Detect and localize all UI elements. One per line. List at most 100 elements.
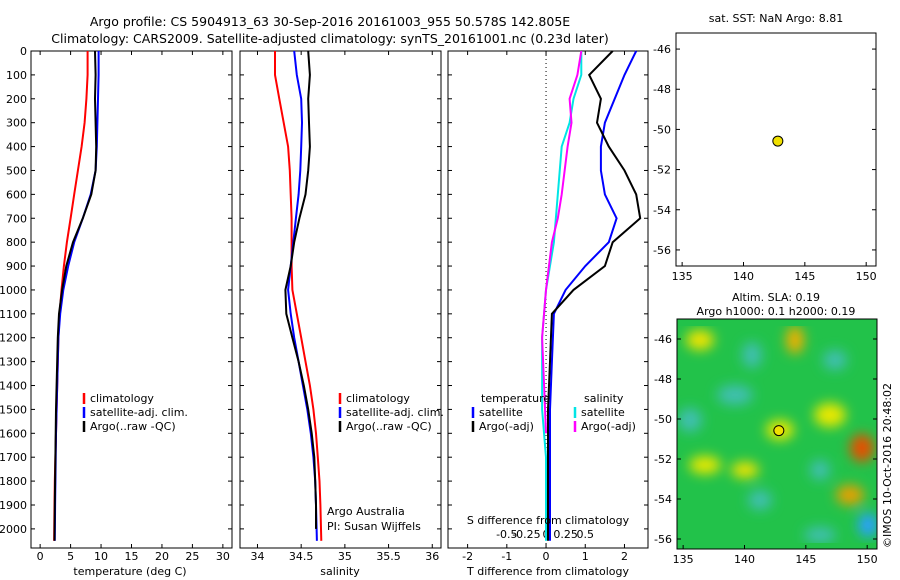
sla-map-ytick-label: -50 <box>654 413 672 426</box>
difference-xlabel: T difference from climatology <box>466 565 629 578</box>
s-difference-tick-label: -0.25 <box>512 528 540 541</box>
header-line-2: Climatology: CARS2009. Satellite-adjuste… <box>51 31 608 46</box>
sla-map-xtick-label: 145 <box>795 553 816 566</box>
sst-map-argo-marker <box>772 135 784 147</box>
difference-legend-salinity-entry: satellite <box>581 406 625 419</box>
temperature-legend-entry: satellite-adj. clim. <box>90 406 188 419</box>
depth-tick-label: 1100 <box>0 308 27 321</box>
sst-map-title: sat. SST: NaN Argo: 8.81 <box>709 12 843 25</box>
temperature-tick-label: 15 <box>125 550 139 563</box>
depth-tick-label: 600 <box>6 188 27 201</box>
depth-tick-label: 0 <box>20 45 27 58</box>
sst-map-ytick-label: -54 <box>653 204 671 217</box>
difference-tick-label: 0 <box>543 550 550 563</box>
temperature-tick-label: 20 <box>155 550 169 563</box>
depth-tick-label: 1900 <box>0 499 27 512</box>
depth-tick-label: 1400 <box>0 380 27 393</box>
sst-map-ytick-label: -50 <box>653 123 671 136</box>
sla-map-xtick-label: 150 <box>857 553 878 566</box>
series-line <box>541 50 583 434</box>
temperature-tick-label: 0 <box>37 550 44 563</box>
depth-tick-label: 2000 <box>0 523 27 536</box>
s-difference-tick-label: 0.25 <box>553 528 578 541</box>
series-line <box>284 50 317 529</box>
sla-map-ytick-label: -48 <box>654 373 672 386</box>
s-difference-tick-label: -0.5 <box>496 528 517 541</box>
salinity-tick-label: 35.5 <box>376 550 401 563</box>
salinity-panel-frame <box>239 50 442 549</box>
sst-map-xtick-label: 150 <box>856 270 877 283</box>
salinity-tick-label: 34 <box>250 550 264 563</box>
salinity-note-1: Argo Australia <box>327 505 405 518</box>
temperature-tick-label: 10 <box>94 550 108 563</box>
difference-legend-salinity-title: salinity <box>584 392 624 405</box>
depth-tick-label: 700 <box>6 212 27 225</box>
salinity-legend-entry: Argo(..raw -QC) <box>346 420 432 433</box>
temperature-legend-entry: climatology <box>90 392 154 405</box>
temperature-tick-label: 25 <box>185 550 199 563</box>
sla-anomaly-blobs <box>678 326 877 543</box>
difference-legend-temperature-title: temperature <box>481 392 550 405</box>
difference-panel-frame <box>447 50 649 549</box>
depth-tick-label: 1300 <box>0 356 27 369</box>
s-difference-label: S difference from climatology <box>467 514 630 527</box>
depth-tick-label: 500 <box>6 164 27 177</box>
sla-map-ytick-label: -46 <box>654 333 672 346</box>
difference-legend-temperature-entry: satellite <box>479 406 523 419</box>
sst-map-xtick-label: 135 <box>672 270 693 283</box>
salinity-xlabel: salinity <box>320 565 360 578</box>
sla-map-ytick-label: -54 <box>654 493 672 506</box>
depth-tick-label: 1600 <box>0 427 27 440</box>
sst-map-ytick-label: -48 <box>653 83 671 96</box>
sst-map-ytick-label: -56 <box>653 244 671 257</box>
temperature-xlabel: temperature (deg C) <box>73 565 186 578</box>
difference-tick-label: -1 <box>501 550 512 563</box>
imos-stamp: ©IMOS 10-Oct-2016 20:48:02 <box>881 383 894 548</box>
difference-tick-label: 1 <box>582 550 589 563</box>
depth-tick-label: 300 <box>6 117 27 130</box>
depth-tick-label: 1500 <box>0 403 27 416</box>
temperature-legend-entry: Argo(..raw -QC) <box>90 420 176 433</box>
sst-map-xtick-label: 145 <box>794 270 815 283</box>
header-line-1: Argo profile: CS 5904913_63 30-Sep-2016 … <box>90 14 570 29</box>
difference-legend-salinity-entry: Argo(-adj) <box>581 420 636 433</box>
sla-map-title-1: Altim. SLA: 0.19 <box>732 291 820 304</box>
salinity-legend-entry: climatology <box>346 392 410 405</box>
salinity-tick-label: 35 <box>338 550 352 563</box>
sst-map-ytick-label: -52 <box>653 164 671 177</box>
salinity-legend-entry: satellite-adj. clim. <box>346 406 444 419</box>
sst-map-xtick-label: 140 <box>733 270 754 283</box>
difference-tick-label: -2 <box>462 550 473 563</box>
depth-tick-label: 1800 <box>0 475 27 488</box>
s-difference-tick-label: 0.5 <box>577 528 595 541</box>
series-line <box>547 50 642 541</box>
depth-tick-label: 800 <box>6 236 27 249</box>
depth-tick-label: 1700 <box>0 451 27 464</box>
temperature-tick-label: 30 <box>216 550 230 563</box>
depth-tick-label: 200 <box>6 93 27 106</box>
depth-tick-label: 100 <box>6 69 27 82</box>
sla-map-argo-marker <box>773 425 785 437</box>
depth-tick-label: 400 <box>6 141 27 154</box>
sla-map-ytick-label: -56 <box>654 533 672 546</box>
difference-tick-label: 2 <box>621 550 628 563</box>
depth-tick-label: 1000 <box>0 284 27 297</box>
depth-tick-label: 1200 <box>0 332 27 345</box>
difference-legend-temperature-entry: Argo(-adj) <box>479 420 534 433</box>
series-line <box>549 50 638 541</box>
series-line <box>53 51 89 541</box>
sst-map-frame <box>675 32 877 267</box>
sla-map-ytick-label: -52 <box>654 453 672 466</box>
temperature-tick-label: 5 <box>67 550 74 563</box>
salinity-tick-label: 34.5 <box>289 550 314 563</box>
series-line <box>541 51 583 541</box>
salinity-tick-label: 36 <box>425 550 439 563</box>
salinity-note-2: PI: Susan Wijffels <box>327 520 421 533</box>
series-line <box>274 51 323 541</box>
depth-tick-label: 900 <box>6 260 27 273</box>
sla-map-xtick-label: 140 <box>734 553 755 566</box>
sla-map-title-2: Argo h1000: 0.1 h2000: 0.19 <box>697 305 856 318</box>
series-line <box>53 50 98 541</box>
sla-map-xtick-label: 135 <box>673 553 694 566</box>
